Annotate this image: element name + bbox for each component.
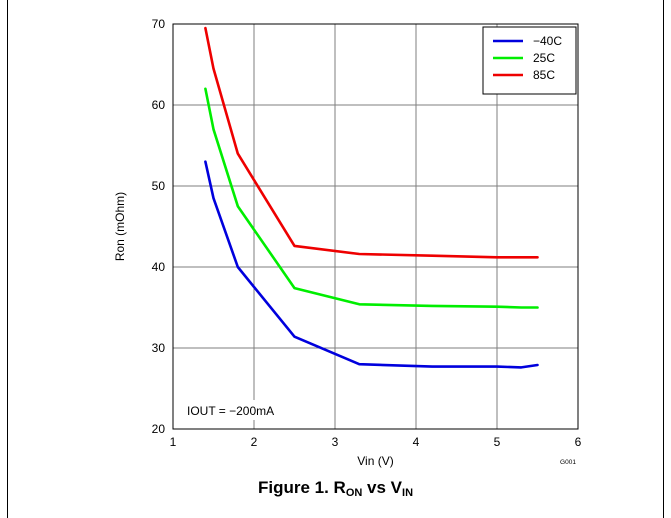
legend-label-2: 85C (533, 68, 555, 82)
series-line-1 (204, 87, 539, 309)
x-tick-label: 2 (251, 435, 258, 449)
series-lines (204, 26, 539, 369)
figure-caption: Figure 1. RON vs VIN (0, 478, 671, 499)
y-axis-label: Ron (mOhm) (113, 192, 127, 261)
page-border-left (7, 0, 8, 518)
legend-box (482, 26, 577, 95)
caption-prefix: Figure 1. R (257, 478, 346, 497)
y-tick-label: 50 (152, 179, 166, 193)
x-tick-label: 4 (413, 435, 420, 449)
y-tick-label: 20 (152, 422, 166, 436)
legend: −40C 25C 85C (482, 26, 577, 95)
plot-area-frame (172, 23, 579, 430)
series-line-0 (204, 160, 539, 369)
legend-label-0: −40C (533, 34, 562, 48)
y-axis-ticks: 20 30 40 50 60 70 (152, 17, 166, 436)
x-tick-label: 1 (170, 435, 177, 449)
grid-lines (173, 24, 578, 429)
annotation-background (183, 400, 309, 420)
figure-code: G001 (560, 459, 576, 466)
x-axis-label: Vin (V) (357, 454, 393, 468)
caption-subscript-in: IN (402, 487, 414, 499)
caption-subscript-on: ON (345, 487, 363, 499)
x-tick-label: 6 (575, 435, 582, 449)
y-tick-label: 40 (152, 260, 166, 274)
y-tick-label: 60 (152, 98, 166, 112)
x-tick-label: 5 (494, 435, 501, 449)
y-tick-label: 30 (152, 341, 166, 355)
caption-middle: vs V (362, 478, 403, 497)
annotation-iout: IOUT = −200mA (187, 404, 274, 418)
page-border-right (663, 0, 664, 518)
x-tick-label: 3 (332, 435, 339, 449)
x-axis-ticks: 1 2 3 4 5 6 (170, 435, 582, 449)
legend-label-1: 25C (533, 51, 555, 65)
series-line-2 (204, 26, 539, 259)
y-tick-label: 70 (152, 17, 166, 31)
